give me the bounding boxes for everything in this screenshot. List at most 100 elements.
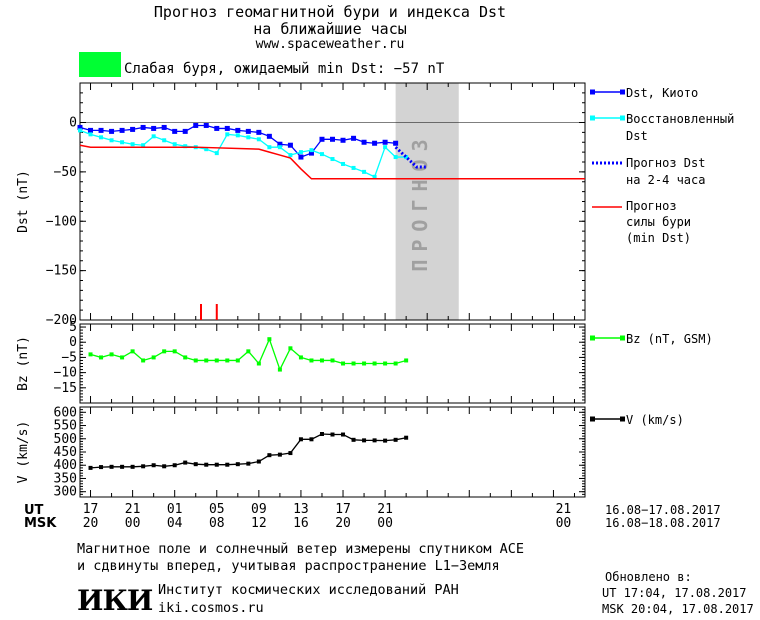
data-point-bz	[235, 358, 240, 363]
data-point-dst	[183, 144, 188, 149]
y-tick-label-bz: −5	[61, 350, 77, 365]
data-point-dst	[119, 127, 125, 133]
data-point-dst	[372, 140, 378, 146]
data-point-dst	[330, 157, 335, 162]
msk-date-range: 16.08−18.08.2017	[605, 516, 721, 530]
data-point-bz	[172, 349, 177, 354]
data-point-v	[330, 432, 335, 437]
data-point-bz	[404, 358, 409, 363]
data-point-dst	[151, 134, 156, 139]
legend-v: V (km/s)	[626, 413, 684, 427]
data-point-v	[235, 462, 240, 467]
data-point-bz	[341, 361, 346, 366]
iki-logo: ИКИ	[77, 584, 153, 617]
data-point-dst	[351, 135, 357, 141]
data-point-dst	[372, 174, 377, 179]
data-point-dst	[130, 142, 135, 147]
legend-swatch-marker	[590, 335, 595, 341]
ut-tick-label: 05	[209, 502, 225, 517]
legend-storm-line3: (min Dst)	[626, 231, 692, 245]
data-point-dst	[383, 145, 388, 150]
data-point-dst	[99, 135, 104, 140]
data-point-v	[288, 451, 293, 456]
data-point-dst	[88, 132, 93, 137]
footnote-line1: Магнитное поле и солнечный ветер измерен…	[77, 541, 525, 557]
data-point-v	[298, 437, 303, 442]
data-point-dst	[246, 135, 251, 140]
legend-dst-kyoto: Dst, Киото	[626, 86, 699, 100]
updated-label: Обновлено в:	[605, 570, 692, 584]
msk-tick-label: 00	[556, 516, 572, 531]
legend-swatch-marker	[590, 115, 595, 121]
data-point-dst	[78, 128, 82, 133]
legend-storm-line2: силы бури	[626, 215, 692, 229]
data-point-bz	[298, 355, 303, 360]
data-point-dst	[204, 147, 209, 152]
data-point-bz	[88, 352, 93, 357]
panel-frame-v	[79, 406, 586, 498]
legend-swatch-marker	[620, 335, 625, 341]
data-point-v	[214, 462, 219, 467]
data-point-dst	[319, 152, 324, 157]
panel-frame-dst	[79, 82, 586, 321]
series-line-dst	[79, 129, 407, 178]
data-point-dst	[193, 122, 199, 128]
y-tick-label-bz: 0	[69, 335, 77, 350]
data-point-dst	[277, 145, 282, 150]
data-point-v	[383, 438, 388, 443]
ut-tick-label: 17	[83, 502, 99, 517]
y-tick-label-v: 350	[54, 471, 77, 486]
msk-tick-label: 20	[83, 516, 99, 531]
data-point-dst	[309, 148, 314, 153]
data-point-v	[225, 462, 230, 467]
data-point-dst	[214, 151, 219, 156]
data-point-dst	[245, 128, 251, 134]
data-point-v	[151, 463, 156, 468]
ut-tick-label: 17	[335, 502, 351, 517]
y-tick-label-bz: −15	[54, 381, 77, 396]
data-point-dst	[256, 129, 262, 135]
data-point-bz	[99, 355, 104, 360]
data-point-dst	[98, 127, 104, 133]
data-point-bz	[214, 358, 219, 363]
data-point-v	[204, 462, 209, 467]
ut-axis-label: UT	[24, 503, 44, 518]
chart-title-line2: на ближайшие часы	[253, 20, 407, 38]
data-point-bz	[288, 346, 293, 351]
updated-ut: UT 17:04, 17.08.2017	[602, 586, 747, 600]
legend-restored-line1: Восстановленный	[626, 112, 735, 126]
data-point-v	[246, 461, 251, 466]
storm-status-indicator	[79, 52, 121, 77]
y-axis-label-bz: Bz (nT)	[16, 336, 31, 391]
data-point-bz	[109, 352, 114, 357]
data-point-v	[172, 463, 177, 468]
data-point-bz	[130, 349, 135, 354]
legend-bz: Bz (nT, GSM)	[626, 332, 713, 346]
data-point-dst	[141, 143, 146, 148]
data-point-dst	[308, 150, 314, 156]
data-point-v	[309, 437, 314, 442]
data-point-dst	[172, 142, 177, 147]
data-point-dst	[88, 127, 94, 133]
y-axis-label-dst: Dst (nT)	[16, 170, 31, 233]
institute-site[interactable]: iki.cosmos.ru	[158, 600, 264, 616]
data-point-v	[99, 465, 104, 470]
data-point-v	[183, 460, 188, 465]
data-point-bz	[204, 358, 209, 363]
data-point-v	[341, 432, 346, 437]
legend-swatch-marker	[590, 416, 595, 422]
y-tick-label-bz: 5	[69, 320, 77, 335]
data-point-dst	[404, 155, 409, 160]
data-point-dst	[362, 169, 367, 174]
msk-tick-label: 16	[293, 516, 309, 531]
legend-swatch-marker	[620, 416, 625, 422]
data-point-dst	[298, 150, 303, 155]
data-point-dst	[235, 127, 241, 133]
y-tick-label-v: 400	[54, 458, 77, 473]
chart-title-line1: Прогноз геомагнитной бури и индекса Dst	[153, 3, 507, 21]
data-point-dst	[267, 145, 272, 150]
site-url[interactable]: www.spaceweather.ru	[255, 37, 405, 52]
data-point-dst	[151, 125, 157, 131]
data-point-dst	[341, 161, 346, 166]
